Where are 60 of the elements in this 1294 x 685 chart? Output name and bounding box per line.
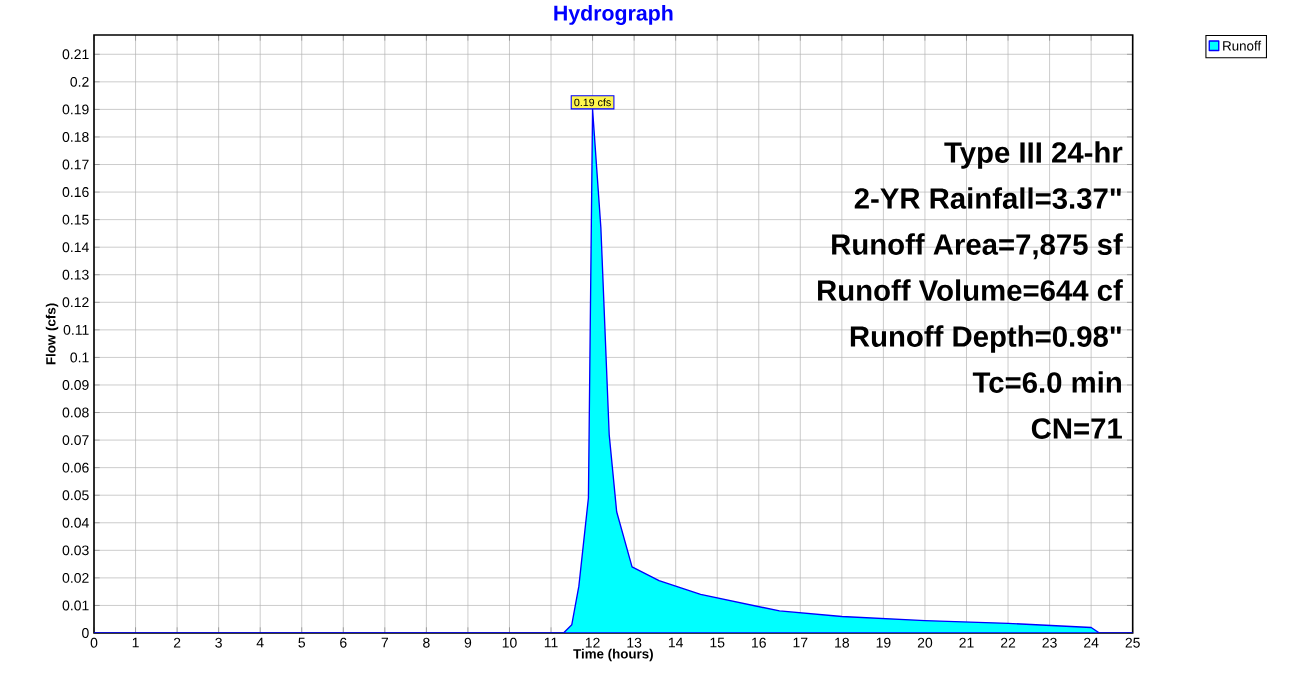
x-tick-label: 1 [132, 637, 139, 648]
x-tick-label: 2 [173, 637, 181, 648]
x-tick-label: 8 [423, 637, 430, 648]
x-tick-label: 23 [1042, 637, 1057, 648]
x-tick-label: 17 [793, 637, 808, 648]
x-tick-label: 25 [1125, 637, 1140, 648]
y-tick-label: 0.02 [62, 572, 89, 583]
x-tick-label: 5 [298, 637, 306, 648]
annotation: CN=71 [1031, 418, 1122, 439]
y-tick-label: 0.15 [62, 214, 89, 225]
y-tick-label: 0.09 [62, 380, 89, 390]
x-tick-label: 11 [544, 637, 558, 648]
y-tick-label: 0.06 [62, 462, 89, 473]
x-tick-label: 14 [668, 637, 684, 648]
y-tick-label: 0.04 [62, 517, 89, 528]
y-tick-label: 0.01 [62, 600, 89, 611]
x-tick-label: 4 [256, 637, 264, 648]
x-tick-label: 15 [710, 637, 725, 648]
annotation: Type III 24-hr [944, 141, 1123, 169]
y-tick-label: 0.12 [62, 297, 89, 308]
annotation: Tc=6.0 min [972, 371, 1121, 393]
y-tick-label: 0.21 [62, 49, 89, 60]
y-tick-label: 0.16 [62, 187, 89, 198]
y-tick-label: 0.2 [70, 76, 89, 87]
x-tick-label: 12 [585, 637, 600, 648]
x-tick-label: 16 [752, 637, 766, 648]
x-tick-label: 20 [917, 637, 933, 648]
y-tick-label: 0.19 [62, 104, 89, 115]
x-tick-label: 9 [464, 637, 472, 648]
annotation: 0.19 cfs [574, 98, 611, 107]
y-tick-label: 0.07 [62, 435, 89, 446]
y-tick-label: 0.11 [63, 324, 89, 335]
x-tick-label: 0 [90, 637, 98, 648]
x-tick-label: 6 [340, 637, 347, 648]
x-tick-label: 7 [381, 637, 389, 648]
y-tick-label: 0.1 [70, 352, 89, 363]
x-tick-label: 3 [215, 637, 222, 648]
y-tick-label: 0.08 [62, 407, 89, 418]
y-tick-label: 0.14 [62, 242, 89, 253]
y-tick-label: 0.05 [62, 490, 89, 501]
x-tick-label: 21 [959, 637, 974, 648]
x-tick-label: 10 [502, 637, 517, 648]
x-tick-label: 13 [627, 637, 642, 648]
x-tick-label: 24 [1084, 637, 1099, 648]
y-tick-label: 0.18 [62, 132, 89, 142]
chart-title: Hydrograph [554, 4, 673, 25]
x-tick-label: 18 [835, 637, 850, 648]
x-axis-title: Time (hours) [573, 648, 653, 662]
x-tick-label: 22 [1000, 637, 1016, 648]
y-tick-label: 0 [82, 628, 89, 638]
annotation: Runoff Area=7,875 sf [832, 233, 1123, 260]
y-tick-label: 0.03 [62, 545, 89, 556]
legend-label: Runoff [1223, 40, 1262, 51]
annotation: Runoff Depth=0.98" [850, 325, 1121, 353]
y-axis-title: Flow (cfs) [45, 303, 59, 365]
annotation: Runoff Volume=644 cf [818, 279, 1123, 301]
x-tick-label: 19 [876, 637, 891, 648]
y-tick-label: 0.13 [62, 269, 89, 280]
y-tick-label: 0.17 [62, 159, 89, 170]
annotation: 2-YR Rainfall=3.37" [854, 187, 1121, 209]
